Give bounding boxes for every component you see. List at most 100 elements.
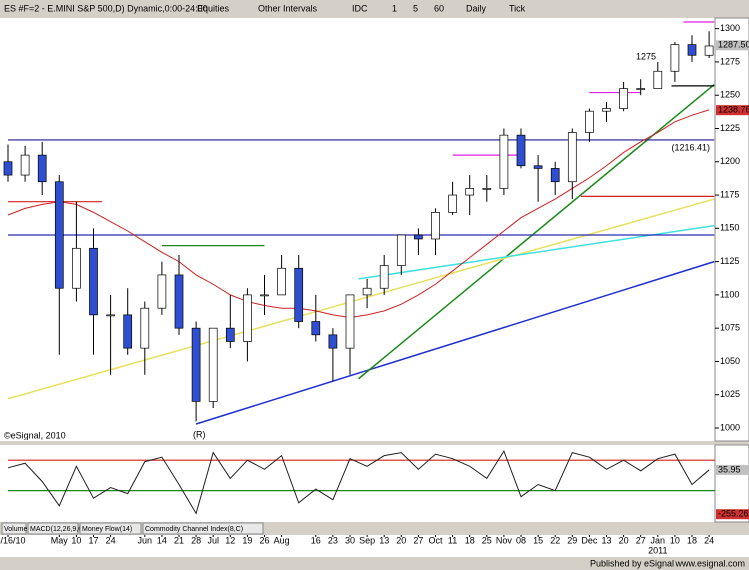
footer-right: www.esignal.com <box>674 558 745 568</box>
candle-body <box>191 327 201 402</box>
candle-body <box>704 45 714 56</box>
x-tick-label: 19 <box>242 535 252 545</box>
trendline <box>195 260 715 425</box>
x-tick-label: 25 <box>482 535 492 545</box>
toolbar <box>0 0 749 17</box>
indicator-axis <box>714 444 749 523</box>
trendline <box>7 198 715 400</box>
candle-body <box>567 132 577 183</box>
y-tick-label: 1175 <box>720 189 739 199</box>
candle-body <box>277 267 286 296</box>
watermark: ©eSignal, 2010 <box>4 430 66 440</box>
candle-body <box>431 212 440 240</box>
x-tick-label: 18 <box>687 535 697 545</box>
candle-body <box>260 294 269 297</box>
toolbar-button[interactable]: Tick <box>509 3 526 13</box>
candle-body <box>243 294 252 342</box>
candle-body <box>140 307 150 349</box>
tab-label[interactable]: Commodity Channel Index(8,C) <box>145 526 243 533</box>
x-tick-label: 30 <box>345 535 355 545</box>
x-tick-label: Jul <box>207 535 219 545</box>
candle-body <box>20 154 30 176</box>
y-tick-label: 1025 <box>720 389 740 399</box>
indicator-line <box>7 449 710 515</box>
tab-label[interactable]: MACD(12,26,9,C) <box>30 526 86 533</box>
candle-body <box>516 134 526 167</box>
price-axis <box>714 17 749 442</box>
y-tick-label: 1100 <box>720 289 739 299</box>
footer <box>0 558 749 570</box>
x-tick-label: 22 <box>550 535 560 545</box>
x-tick-label: 04/16/10 <box>0 535 26 545</box>
y-tick-label: 1275 <box>720 56 740 66</box>
candle-body <box>670 44 680 72</box>
tab[interactable] <box>27 522 79 535</box>
x-tick-label: 14 <box>157 535 167 545</box>
y-tick-label: 1000 <box>720 422 740 432</box>
candle-body <box>106 314 115 317</box>
x-tick-label: 29 <box>567 535 577 545</box>
toolbar-button[interactable]: 5 <box>413 3 418 13</box>
x-tick-label: 28 <box>191 535 201 545</box>
value-box-label: -255.26 <box>718 509 749 519</box>
tab[interactable] <box>1 522 27 535</box>
candle-body <box>89 247 98 316</box>
toolbar-button[interactable]: Daily <box>466 3 487 13</box>
candle-body <box>482 188 492 190</box>
plot <box>7 449 715 515</box>
candle-body <box>396 234 406 266</box>
y-tick-label: 1250 <box>720 90 740 100</box>
level-label: (1216.41) <box>671 142 710 152</box>
value-box <box>716 509 749 520</box>
value-box-label: 35.95 <box>718 464 741 474</box>
x-tick-label: 20 <box>396 535 406 545</box>
toolbar-button[interactable]: Other Intervals <box>258 3 318 13</box>
x-tick-label: Nov <box>496 535 513 545</box>
indicator-pane <box>0 445 715 522</box>
annotation: 1275 <box>636 51 656 61</box>
toolbar-button[interactable]: 1 <box>392 3 397 13</box>
x-tick-label: 21 <box>174 535 184 545</box>
year-label: 2011 <box>648 545 667 555</box>
candle-body <box>465 188 475 196</box>
toolbar-button[interactable]: Equities <box>197 3 230 13</box>
candle-body <box>687 44 697 56</box>
x-tick-label: 10 <box>71 535 81 545</box>
tab[interactable] <box>142 522 264 535</box>
price-pane <box>0 18 715 441</box>
x-tick-label: May <box>51 535 69 545</box>
candle-body <box>3 161 13 176</box>
value-box-label: 1287.50 <box>718 40 749 50</box>
x-tick-label: 15 <box>533 535 543 545</box>
tab-label[interactable]: Volume <box>4 526 27 533</box>
footer-left: Published by eSignal <box>590 558 674 568</box>
value-box <box>716 40 749 51</box>
candle-body <box>54 181 64 289</box>
candle-body <box>345 294 355 349</box>
y-tick-label: 1200 <box>720 156 740 166</box>
x-tick-label: 26 <box>259 535 269 545</box>
y-tick-label: 1300 <box>720 23 740 33</box>
candle-body <box>414 234 423 240</box>
candle-body <box>311 321 321 336</box>
value-box-label: 1238.76 <box>718 105 749 115</box>
x-tick-label: 17 <box>88 535 98 545</box>
candle-body <box>225 327 235 342</box>
toolbar-button[interactable]: IDC <box>352 3 368 13</box>
candle-body <box>362 287 372 296</box>
y-tick-label: 1050 <box>720 356 740 366</box>
value-box <box>716 105 749 116</box>
y-tick-label: 1075 <box>720 323 740 333</box>
x-tick-label: Aug <box>274 535 290 545</box>
x-tick-label: 11 <box>448 535 457 545</box>
x-tick-label: 13 <box>601 535 611 545</box>
candle-body <box>636 88 646 90</box>
x-tick-label: 08 <box>516 535 526 545</box>
x-tick-label: 10 <box>670 535 680 545</box>
tab-label[interactable]: Money Flow(14) <box>82 526 132 533</box>
y-tick-label: 1225 <box>720 123 740 133</box>
toolbar-button[interactable]: 60 <box>434 3 444 13</box>
tab[interactable] <box>79 522 142 535</box>
x-tick-label: 27 <box>636 535 646 545</box>
x-tick-label: 24 <box>106 535 116 545</box>
